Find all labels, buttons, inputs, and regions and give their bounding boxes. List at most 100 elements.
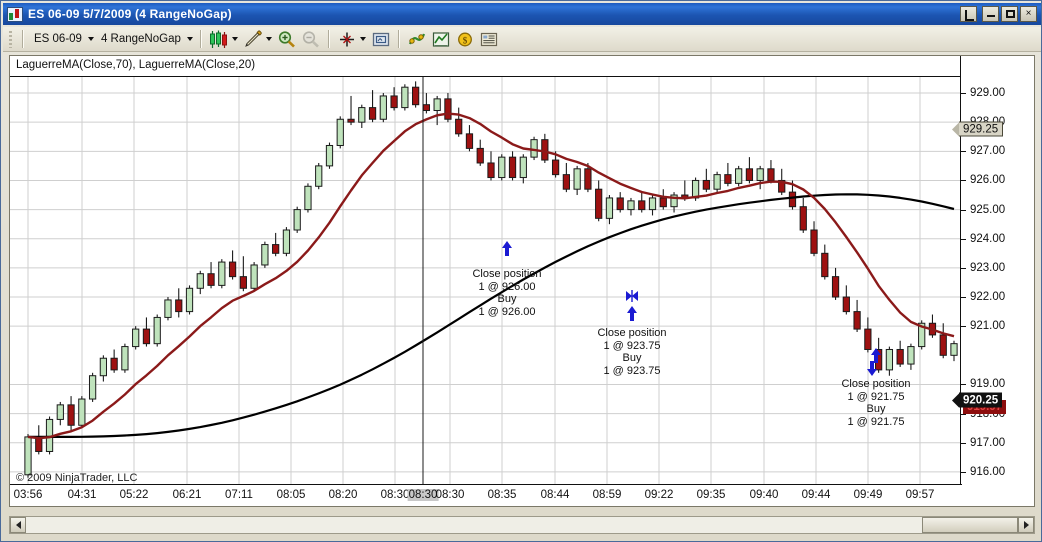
instrument-selector[interactable]: ES 06-09: [29, 30, 96, 49]
data-box-icon[interactable]: [370, 29, 392, 50]
title-bar[interactable]: ES 06-09 5/7/2009 (4 RangeNoGap) ×: [3, 3, 1041, 25]
toolbar-divider: [397, 30, 400, 48]
trade-annotation-3: Close position 1 @ 921.75 Buy 1 @ 921.75: [841, 378, 910, 428]
properties-icon[interactable]: [478, 29, 500, 50]
price-axis-tick: [961, 442, 966, 444]
zoom-out-icon[interactable]: [300, 29, 322, 50]
strategy-glyph-icon: [432, 31, 449, 47]
strategies-icon[interactable]: [430, 29, 452, 50]
chart-panel: LaguerreMA(Close,70), LaguerreMA(Close,2…: [9, 55, 1035, 507]
orders-icon[interactable]: $: [454, 29, 476, 50]
chart-style-icon[interactable]: [208, 29, 230, 50]
time-axis-label: 08:20: [328, 489, 358, 501]
chart-gridlines: [10, 77, 962, 485]
crosshair-icon[interactable]: [336, 29, 358, 50]
indicator-glyph-icon: [408, 33, 425, 44]
indicators-icon[interactable]: [406, 29, 428, 50]
price-axis-label: 929.00: [970, 87, 1006, 100]
candlestick-glyph-icon: [209, 30, 227, 48]
time-axis-crosshair-label: 08:30: [407, 489, 439, 501]
price-axis-tick: [961, 413, 966, 415]
chevron-right-icon: [1023, 521, 1029, 529]
maximize-button[interactable]: [1001, 6, 1018, 22]
chevron-down-icon[interactable]: [265, 37, 272, 41]
magnifier-minus-glyph-icon: [302, 30, 319, 48]
close-button[interactable]: ×: [1020, 6, 1037, 22]
annotation-line: 1 @ 921.75: [847, 390, 905, 403]
price-axis[interactable]: 929.00928.00927.00926.00925.00924.00923.…: [952, 56, 1034, 506]
close-icon: ×: [1025, 8, 1032, 19]
zoom-in-icon[interactable]: [276, 29, 298, 50]
chart-horizontal-scrollbar[interactable]: [9, 516, 1035, 534]
close-position-bowtie-icon: [626, 290, 638, 302]
toolbar-divider: [22, 30, 24, 48]
window-title: ES 06-09 5/7/2009 (4 RangeNoGap): [28, 7, 232, 21]
time-axis-label: 03:56: [13, 489, 43, 501]
annotation-line: 1 @ 923.75: [603, 364, 661, 377]
time-axis-label: 04:31: [67, 489, 97, 501]
price-axis-tick: [961, 151, 966, 153]
price-axis-label: 922.00: [970, 291, 1006, 304]
toolbar-divider: [327, 30, 330, 48]
chart-plot-area[interactable]: [10, 77, 962, 485]
annotation-line: 1 @ 923.75: [603, 339, 661, 352]
price-axis-tick: [961, 326, 966, 328]
toolbar-grip[interactable]: [8, 30, 14, 48]
price-axis-label: 921.00: [970, 320, 1006, 333]
link-button[interactable]: [960, 6, 977, 22]
ma-slow-line: [28, 193, 955, 438]
price-axis-label: 926.00: [970, 174, 1006, 187]
trade-annotation-1: Close position 1 @ 926.00 Buy 1 @ 926.00: [472, 268, 541, 318]
price-axis-tick: [961, 384, 966, 386]
price-marker-high-label: 929.25: [959, 121, 1004, 137]
time-axis-label: 09:57: [905, 489, 935, 501]
time-axis[interactable]: 03:56 04:31 05:22 06:21 07:11 08:05 08:20 08:30…: [10, 484, 962, 506]
buy-arrow-up-icon: [627, 306, 637, 321]
chevron-down-icon[interactable]: [231, 37, 238, 41]
marker-arrow-icon: [952, 122, 959, 136]
annotation-line: Close position: [841, 378, 911, 390]
moving-average-lines: [27, 112, 955, 440]
annotation-line: Buy: [866, 403, 886, 415]
interval-selector-label: 4 RangeNoGap: [100, 33, 181, 45]
chart-canvas: [10, 77, 962, 485]
marker-arrow-icon: [952, 393, 959, 407]
chart-indicator-title: LaguerreMA(Close,70), LaguerreMA(Close,2…: [16, 59, 256, 71]
scrollbar-thumb[interactable]: [922, 517, 1018, 533]
toolbar-divider: [199, 30, 202, 48]
ma-fast-line: [27, 112, 955, 440]
price-axis-tick: [961, 238, 966, 240]
price-marker-last-label: 920.25: [959, 392, 1003, 408]
interval-selector[interactable]: 4 RangeNoGap: [96, 30, 195, 49]
copyright-text: © 2009 NinjaTrader, LLC: [16, 472, 138, 484]
time-axis-label: 08:30: [435, 489, 465, 501]
price-marker-last: 920.25: [952, 392, 1003, 408]
trade-markers: [502, 241, 881, 376]
chevron-down-icon[interactable]: [359, 37, 366, 41]
time-axis-label: 08:30: [380, 489, 410, 501]
price-axis-label: 924.00: [970, 232, 1006, 245]
price-axis-tick: [961, 180, 966, 182]
time-axis-label: 09:44: [801, 489, 831, 501]
time-axis-label: 08:59: [592, 489, 622, 501]
scrollbar-track[interactable]: [26, 517, 1018, 533]
scroll-left-button[interactable]: [10, 517, 26, 533]
properties-glyph-icon: [480, 32, 497, 46]
time-axis-label: 05:22: [119, 489, 149, 501]
price-axis-label: 917.00: [970, 436, 1006, 449]
scroll-right-button[interactable]: [1018, 517, 1034, 533]
time-axis-label: 07:11: [225, 489, 253, 501]
price-axis-tick: [961, 209, 966, 211]
chart-icon: [7, 6, 23, 22]
annotation-line: Buy: [497, 293, 517, 305]
chevron-down-icon: [87, 37, 94, 41]
minimize-button[interactable]: [982, 6, 999, 22]
annotation-line: 1 @ 921.75: [847, 415, 905, 428]
price-axis-tick: [961, 267, 966, 269]
chart-toolbar: ES 06-09 4 RangeNoGap: [3, 27, 1041, 52]
price-axis-label: 927.00: [970, 145, 1006, 158]
draw-tools-icon[interactable]: [242, 29, 264, 50]
price-axis-label: 916.00: [970, 465, 1006, 478]
